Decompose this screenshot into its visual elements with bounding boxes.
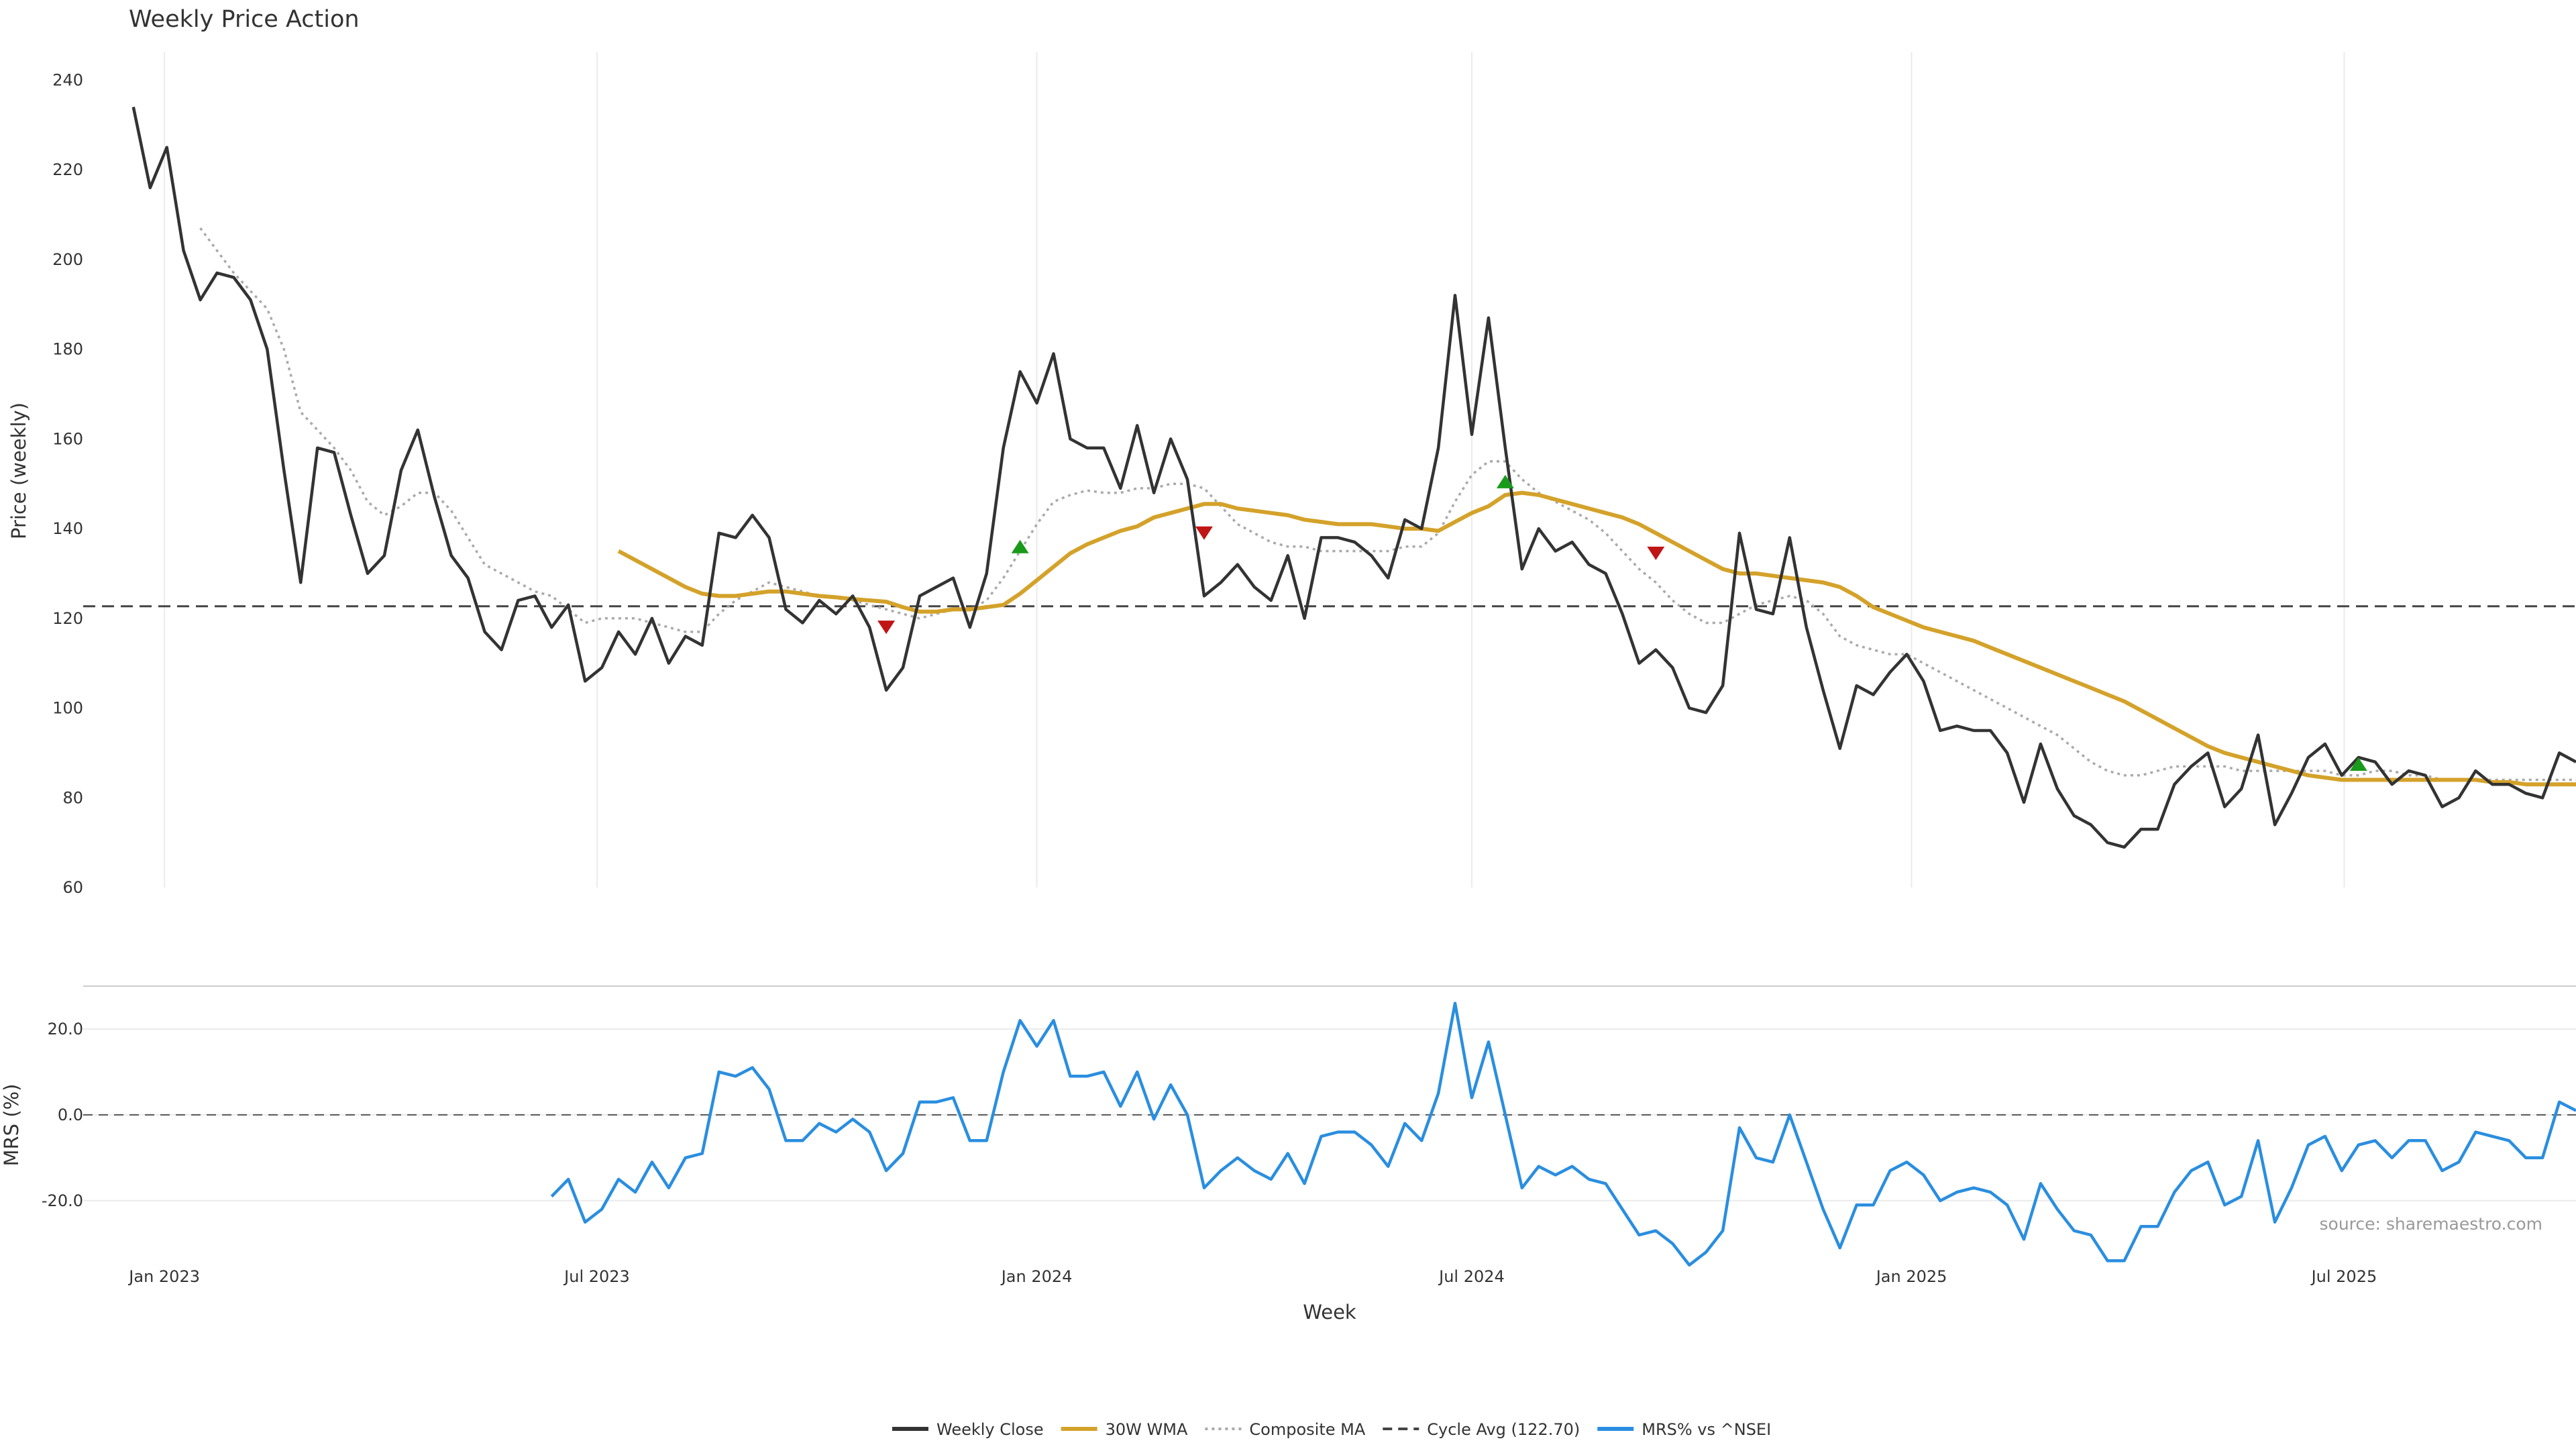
wma30-line — [617, 490, 2576, 787]
sell-signal-marker — [877, 621, 896, 635]
mrs-y-axis-label: MRS (%) — [0, 1084, 23, 1167]
x-axis: Jan 2023 Jul 2023 Jan 2024 Jul 2024 Jan 2025… — [127, 1267, 2377, 1286]
legend-label: 30W WMA — [1106, 1420, 1188, 1439]
price-gridlines — [164, 52, 2345, 888]
chart-legend: Weekly Close 30W WMA Composite MA Cycle Avg… — [892, 1420, 1771, 1439]
x-tick-label: Jul 2025 — [2310, 1267, 2377, 1286]
x-tick-label: Jan 2023 — [127, 1267, 200, 1286]
sell-signal-marker — [1195, 526, 1213, 540]
mrs-y-tick-label: 0.0 — [58, 1106, 83, 1124]
price-y-tick-label: 220 — [52, 160, 83, 179]
series-layer — [83, 107, 2576, 1267]
sell-signal-marker — [1647, 546, 1665, 560]
chart-title: Weekly Price Action — [129, 6, 360, 33]
price-y-tick-label: 180 — [52, 340, 83, 359]
x-axis-label: Week — [1303, 1301, 1356, 1324]
x-tick-label: Jan 2025 — [1875, 1267, 1947, 1286]
buy-signal-marker — [1496, 474, 1514, 488]
legend-label: Composite MA — [1249, 1420, 1365, 1439]
mrs-y-tick-label: -20.0 — [42, 1191, 83, 1210]
price-y-tick-label: 200 — [52, 250, 83, 269]
price-y-tick-label: 120 — [52, 609, 83, 628]
weekly-close-line — [131, 107, 2576, 849]
buy-signal-marker — [2349, 757, 2367, 771]
price-y-axis-label: Price (weekly) — [7, 402, 30, 539]
x-tick-label: Jul 2024 — [1438, 1267, 1505, 1286]
price-y-tick-label: 60 — [62, 878, 83, 897]
price-y-tick-label: 140 — [52, 519, 83, 538]
mrs-line — [550, 1002, 2576, 1267]
mrs-gridlines — [83, 1028, 2576, 1201]
buy-signal-marker — [1011, 539, 1029, 553]
x-tick-label: Jul 2023 — [563, 1267, 630, 1286]
mrs-y-tick-label: 20.0 — [48, 1020, 83, 1038]
source-note: source: sharemaestro.com — [2320, 1214, 2543, 1234]
legend-label: MRS% vs ^NSEI — [1642, 1420, 1771, 1439]
mrs-y-axis: 20.0 0.0 -20.0 — [42, 1020, 83, 1210]
price-y-axis: 60 80 100 120 140 160 180 200 220 240 — [52, 70, 83, 897]
legend-label: Cycle Avg (122.70) — [1427, 1420, 1580, 1439]
price-y-tick-label: 100 — [52, 699, 83, 718]
price-y-tick-label: 80 — [62, 788, 83, 807]
x-tick-label: Jan 2024 — [1000, 1267, 1073, 1286]
signal-markers — [877, 474, 2367, 771]
composite-ma-line — [199, 227, 2576, 782]
price-y-tick-label: 160 — [52, 429, 83, 448]
legend-label: Weekly Close — [936, 1420, 1044, 1439]
price-y-tick-label: 240 — [52, 70, 83, 89]
